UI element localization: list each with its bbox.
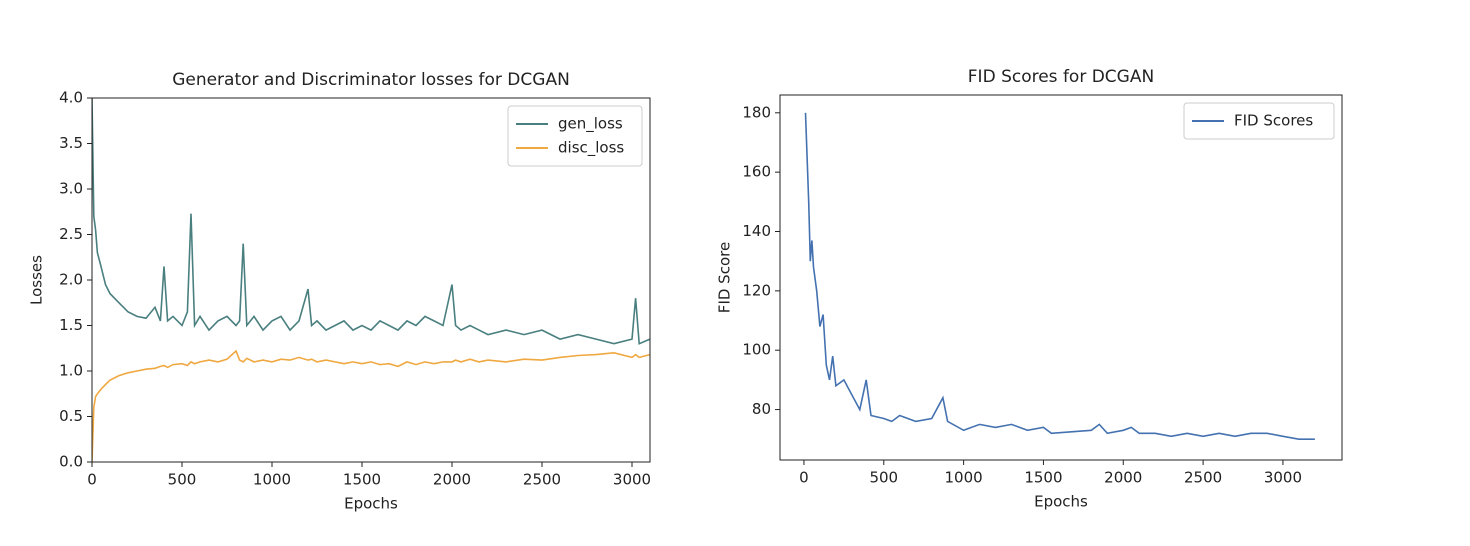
y-axis-label: FID Score <box>716 242 734 313</box>
legend-label: disc_loss <box>558 139 624 158</box>
legend-box <box>1183 102 1335 140</box>
x-tick-label: 0 <box>799 469 809 487</box>
x-tick-label: 2000 <box>433 471 471 489</box>
plot-frame <box>91 97 651 463</box>
data-line <box>92 349 650 462</box>
x-tick-label: 2000 <box>1104 469 1142 487</box>
chart-title: FID Scores for DCGAN <box>968 67 1154 87</box>
y-tick-label: 160 <box>742 163 771 181</box>
y-tick-label: 3.0 <box>59 180 83 198</box>
x-tick-label: 1000 <box>253 471 291 489</box>
x-tick-label: 3000 <box>1264 469 1302 487</box>
y-tick-label: 1.5 <box>59 316 83 334</box>
chart-title: Generator and Discriminator losses for D… <box>172 70 570 90</box>
y-tick-label: 2.5 <box>59 225 83 243</box>
x-tick-label: 0 <box>87 471 97 489</box>
x-axis-label: Epochs <box>344 495 398 513</box>
data-line <box>92 98 650 345</box>
y-tick-label: 4.0 <box>59 89 83 107</box>
y-tick-label: 80 <box>752 400 771 418</box>
legend-label: gen_loss <box>558 115 623 134</box>
x-tick-label: 500 <box>168 471 197 489</box>
x-tick-label: 2500 <box>1184 469 1222 487</box>
y-tick-label: 0.0 <box>59 453 83 471</box>
y-tick-label: 2.0 <box>59 271 83 289</box>
y-tick-label: 0.5 <box>59 407 83 425</box>
x-tick-label: 3000 <box>613 471 651 489</box>
plot-frame <box>779 94 1343 461</box>
x-tick-label: 1500 <box>343 471 381 489</box>
legend-box <box>507 105 643 167</box>
x-axis-label: Epochs <box>1034 493 1088 511</box>
x-tick-label: 500 <box>869 469 898 487</box>
x-tick-label: 2500 <box>523 471 561 489</box>
legend-label: FID Scores <box>1234 112 1313 130</box>
y-tick-label: 180 <box>742 103 771 121</box>
y-tick-label: 120 <box>742 281 771 299</box>
y-tick-label: 140 <box>742 222 771 240</box>
y-tick-label: 1.0 <box>59 362 83 380</box>
x-tick-label: 1000 <box>945 469 983 487</box>
x-tick-label: 1500 <box>1024 469 1062 487</box>
data-line <box>804 112 1315 440</box>
y-axis-label: Losses <box>28 255 46 305</box>
y-tick-label: 3.5 <box>59 134 83 152</box>
y-tick-label: 100 <box>742 341 771 359</box>
